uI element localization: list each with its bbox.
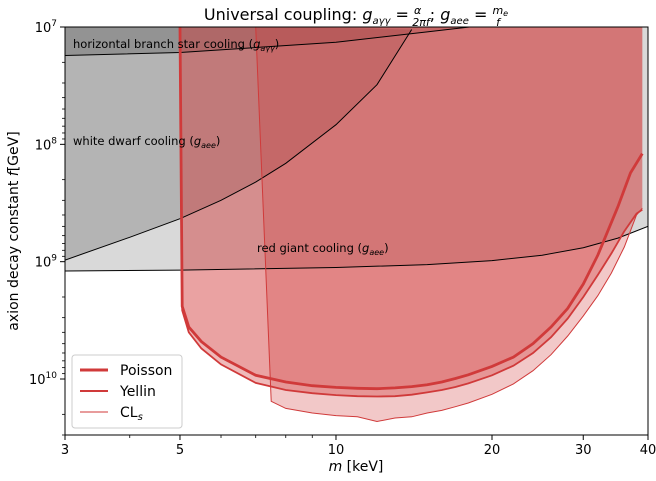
red-giant-curve <box>65 225 648 272</box>
y-tick-label-3: 1010 <box>29 371 57 388</box>
legend-label-cls: CLs <box>120 405 143 423</box>
cls-line <box>255 27 643 423</box>
white-dwarf-curve <box>65 29 413 261</box>
x-tick-label-0: 3 <box>61 443 69 458</box>
white-dwarf-excluded-region <box>65 27 412 261</box>
x-axis-label: m [keV] <box>329 459 384 475</box>
y-tick-label-1: 108 <box>35 136 58 153</box>
legend-box <box>71 354 183 429</box>
x-tick-label-2: 10 <box>328 443 345 458</box>
legend-label-yellin: Yellin <box>119 384 156 400</box>
legend-label-poisson: Poisson <box>120 363 172 379</box>
poisson-line <box>178 27 644 391</box>
x-tick-label-5: 40 <box>640 443 656 458</box>
x-tick-label-3: 20 <box>484 443 501 458</box>
x-tick-label-1: 5 <box>176 443 184 458</box>
y-tick-label-0: 107 <box>35 19 57 36</box>
chart-title: Universal coupling: gaγγ = α 2πf; gaee = … <box>204 4 508 29</box>
plot-frame <box>64 26 649 436</box>
red-giant-excluded-region <box>65 27 648 271</box>
poisson-excluded-region <box>180 27 643 389</box>
y-tick-label-2: 109 <box>35 254 58 271</box>
hb-annotation: horizontal branch star cooling (gaγγ) <box>73 37 279 53</box>
yellin-excluded-region <box>180 27 643 397</box>
rg-annotation: red giant cooling (gaee) <box>257 241 389 257</box>
x-tick-label-4: 30 <box>575 443 592 458</box>
horizontal-branch-excluded-region <box>65 27 470 56</box>
y-axis-label: axion decay constant f[GeV] <box>6 131 22 330</box>
wd-annotation: white dwarf cooling (gaee) <box>73 134 220 150</box>
cls-excluded-region <box>255 27 643 422</box>
legend: Poisson Yellin CLs <box>71 354 183 429</box>
yellin-line <box>179 27 643 398</box>
